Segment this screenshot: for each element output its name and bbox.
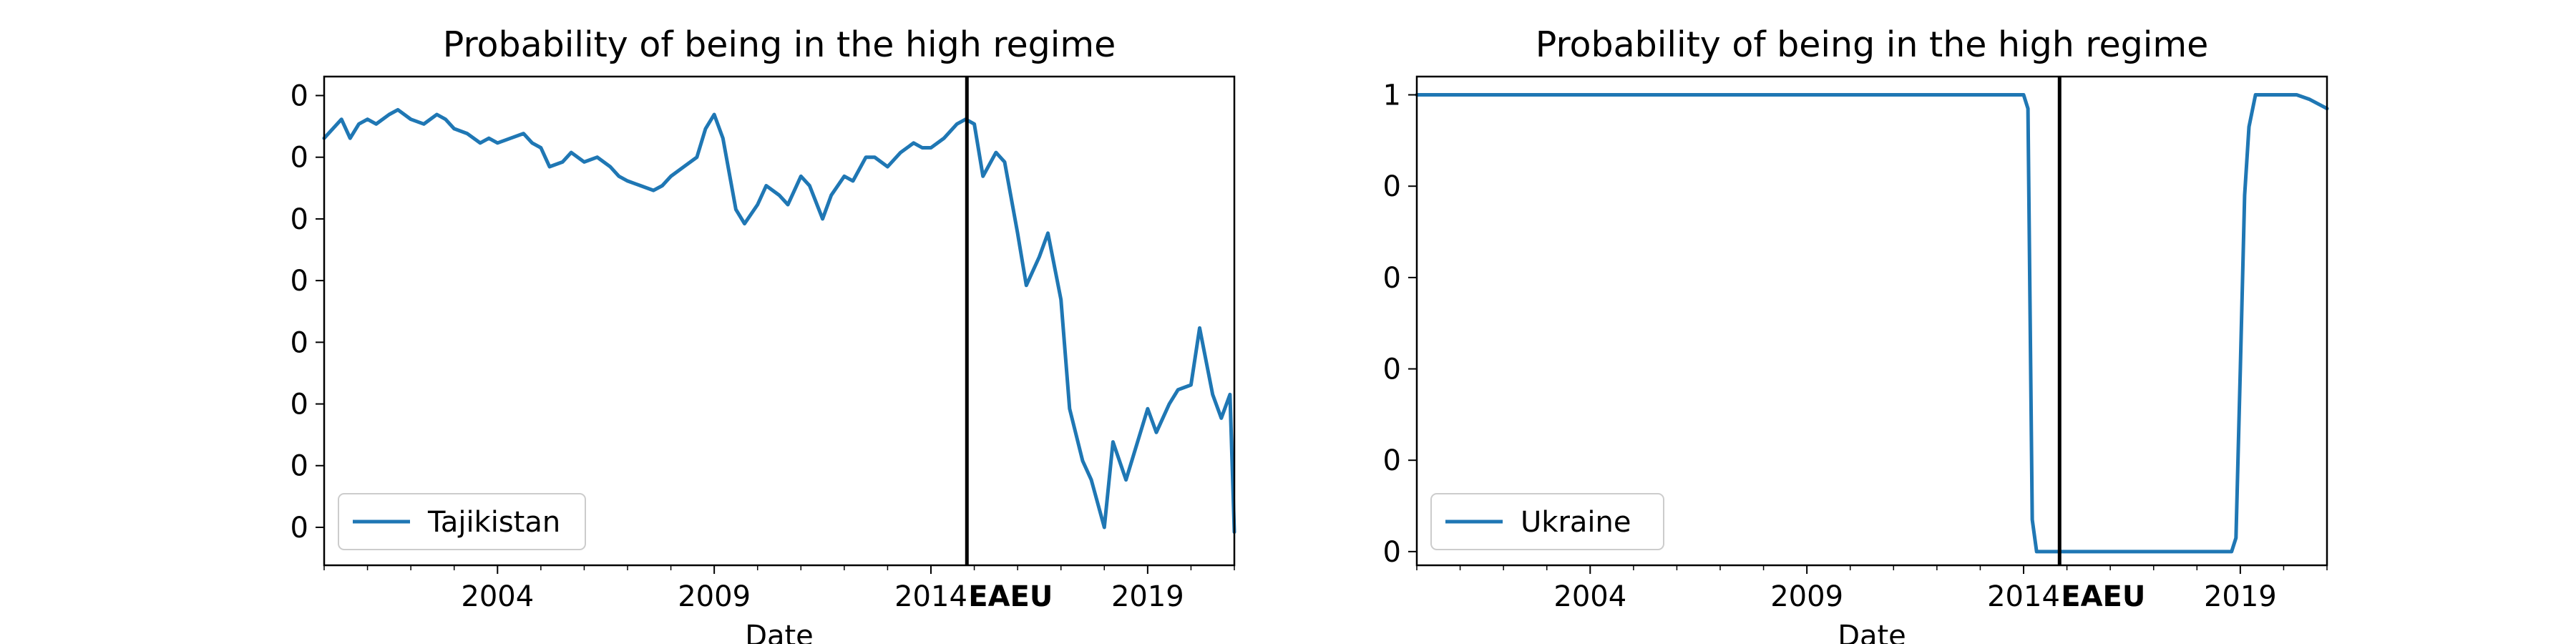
- y-tick-label: 0: [291, 265, 308, 298]
- y-tick-label: 0: [1383, 444, 1401, 477]
- y-tick-label: 0: [291, 80, 308, 113]
- chart-title: Probability of being in the high regime: [443, 24, 1116, 65]
- legend-box: [338, 493, 586, 550]
- y-tick-label: 0: [291, 450, 308, 483]
- plot-frame: [1415, 75, 2328, 567]
- y-tick-label: 0: [291, 512, 308, 545]
- y-tick-label: 0: [291, 203, 308, 236]
- series-line-tajikistan: [322, 107, 1236, 535]
- y-tick-label: 0: [1383, 170, 1401, 203]
- x-tick-label: 2004: [1553, 580, 1626, 613]
- x-tick-label: 2019: [2204, 580, 2277, 613]
- x-axis-label: Date: [1838, 620, 1906, 644]
- x-axis-label: Date: [745, 620, 814, 644]
- eaeu-label: EAEU: [2061, 580, 2145, 613]
- eaeu-label: EAEU: [968, 580, 1053, 613]
- x-tick-label: 2009: [1770, 580, 1843, 613]
- x-tick-label: 2014: [1987, 580, 2060, 613]
- y-tick-label: 0: [291, 389, 308, 421]
- y-tick-label: 1: [1383, 79, 1401, 112]
- x-tick-label: 2009: [678, 580, 751, 613]
- legend-label: Ukraine: [1521, 506, 1631, 539]
- x-tick-label: 2004: [461, 580, 534, 613]
- legend-label: Tajikistan: [427, 506, 560, 539]
- plot-frame: [323, 75, 1236, 567]
- y-tick-label: 0: [1383, 353, 1401, 386]
- x-tick-label: 2019: [1111, 580, 1184, 613]
- legend-box: [1430, 493, 1664, 550]
- y-tick-label: 0: [291, 142, 308, 175]
- series-line-ukraine: [1415, 93, 2329, 554]
- y-tick-label: 0: [1383, 262, 1401, 295]
- x-tick-label: 2014: [894, 580, 967, 613]
- y-tick-label: 0: [291, 326, 308, 359]
- y-tick-label: 0: [1383, 536, 1401, 569]
- chart-title: Probability of being in the high regime: [1536, 24, 2208, 65]
